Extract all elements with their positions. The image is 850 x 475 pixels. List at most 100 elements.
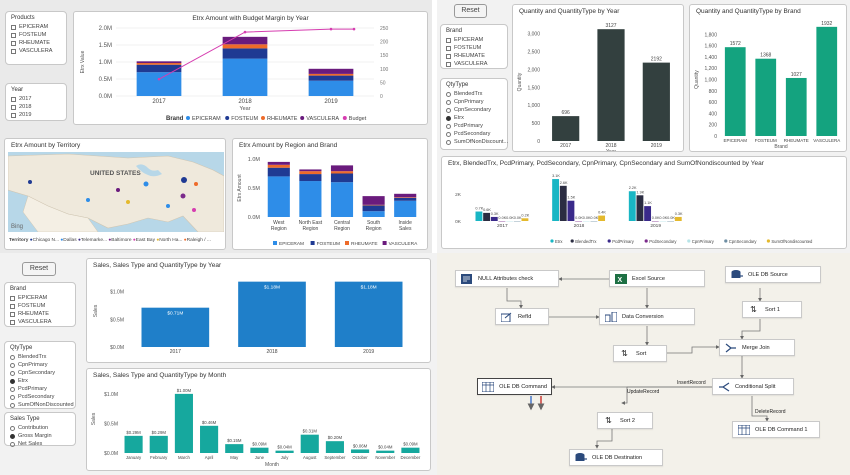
data-conversion-node[interactable]: Data Conversion: [599, 308, 695, 325]
checkbox-icon[interactable]: [446, 45, 451, 51]
checkbox-icon[interactable]: [11, 32, 16, 38]
slicer-item[interactable]: Etrx: [446, 114, 502, 122]
radio-icon[interactable]: [446, 123, 451, 129]
slicer-item[interactable]: Net Sales: [10, 440, 70, 448]
region-brand-chart-card[interactable]: Etrx Amount by Region and Brand 0.0M 0.5M…: [232, 138, 428, 250]
qtytype-slicer[interactable]: QtyType BlendedTrx CpnPrimary CpnSeconda…: [440, 78, 508, 150]
radio-icon[interactable]: [10, 354, 15, 360]
radio-icon[interactable]: [10, 370, 15, 376]
slicer-item[interactable]: VASCULERA: [446, 60, 502, 68]
slicer-item[interactable]: PcdSecondary: [446, 130, 502, 138]
connector[interactable]: [740, 319, 761, 340]
radio-selected-icon[interactable]: [446, 115, 451, 121]
slicer-item[interactable]: VASCULERA: [10, 318, 70, 326]
slicer-item[interactable]: PcdPrimary: [446, 122, 502, 130]
slicer-item-epiceram[interactable]: EPICERAM: [11, 23, 61, 31]
checkbox-icon[interactable]: [10, 303, 15, 309]
territory-marker[interactable]: [143, 181, 149, 187]
connector[interactable]: [751, 396, 769, 422]
checkbox-icon[interactable]: [10, 311, 15, 317]
sort-1-node[interactable]: ⇅ Sort 1: [742, 301, 802, 318]
territory-map-card[interactable]: Etrx Amount by Territory UNITED STATES B…: [4, 138, 226, 250]
connector[interactable]: [595, 429, 613, 449]
connector[interactable]: [621, 386, 712, 405]
slicer-item-2019[interactable]: 2019: [11, 111, 61, 119]
brand-slicer[interactable]: Brand EPICERAM FOSTEUM RHEUMATE VASCULER…: [440, 24, 508, 69]
products-slicer[interactable]: Products EPICERAM FOSTEUM RHEUMATE VASCU…: [5, 11, 67, 65]
slicer-item-2017[interactable]: 2017: [11, 95, 61, 103]
quantity-brand-card[interactable]: Quantity and QuantityType by Brand 0 200 4…: [689, 4, 847, 152]
checkbox-icon[interactable]: [11, 112, 16, 118]
connector[interactable]: [506, 288, 523, 309]
sort-2-node[interactable]: ⇅ Sort 2: [597, 412, 653, 429]
territory-marker[interactable]: [194, 182, 198, 186]
radio-icon[interactable]: [10, 441, 15, 447]
sort-node[interactable]: ⇅ Sort: [613, 345, 667, 362]
null-attributes-check-node[interactable]: NULL Attributes check: [455, 270, 559, 287]
radio-icon[interactable]: [446, 99, 451, 105]
us-map[interactable]: UNITED STATES Bing: [8, 152, 224, 232]
checkbox-icon[interactable]: [11, 104, 16, 110]
checkbox-icon[interactable]: [446, 37, 451, 43]
slicer-item[interactable]: Etrx: [10, 377, 70, 385]
merge-join-node[interactable]: Merge Join: [719, 339, 795, 356]
etrx-budget-chart-card[interactable]: Etrx Amount with Budget Margin by Year 0…: [73, 11, 428, 125]
reset-button[interactable]: Reset: [454, 4, 487, 18]
slicer-item[interactable]: EPICERAM: [10, 294, 70, 302]
slicer-item[interactable]: FOSTEUM: [446, 44, 502, 52]
oledb-destination-node[interactable]: OLE DB Destination: [569, 449, 663, 466]
territory-marker[interactable]: [86, 198, 90, 202]
radio-icon[interactable]: [10, 425, 15, 431]
slicer-item[interactable]: BlendedTrx: [10, 353, 70, 361]
quantity-year-card[interactable]: Quantity and QuantityType by Year 0 500 1,…: [512, 4, 684, 152]
checkbox-icon[interactable]: [11, 40, 16, 46]
sales-month-card[interactable]: Sales, Sales Type and QuantityType by Mo…: [86, 368, 431, 471]
radio-icon[interactable]: [10, 362, 15, 368]
slicer-item[interactable]: RHEUMATE: [446, 52, 502, 60]
sales-year-card[interactable]: Sales, Sales Type and QuantityType by Ye…: [86, 258, 431, 363]
checkbox-icon[interactable]: [446, 61, 451, 67]
slicer-item[interactable]: FOSTEUM: [10, 302, 70, 310]
oledb-source-node[interactable]: OLE DB Source: [725, 266, 821, 283]
excel-source-node[interactable]: X Excel Source: [609, 270, 705, 287]
checkbox-icon[interactable]: [11, 48, 16, 54]
slicer-item[interactable]: BlendedTrx: [446, 90, 502, 98]
connector[interactable]: [667, 345, 720, 354]
slicer-item[interactable]: CpnPrimary: [446, 98, 502, 106]
brand-slicer[interactable]: Brand EPICERAM FOSTEUM RHEUMATE VASCULER…: [4, 282, 76, 327]
radio-icon[interactable]: [446, 139, 451, 145]
qtytype-slicer[interactable]: QtyType BlendedTrx CpnPrimary CpnSeconda…: [4, 341, 76, 409]
territory-marker[interactable]: [181, 177, 187, 183]
checkbox-icon[interactable]: [10, 295, 15, 301]
radio-selected-icon[interactable]: [10, 433, 15, 439]
oledb-command-node[interactable]: OLE DB Command: [477, 378, 552, 395]
slicer-item[interactable]: CpnPrimary: [10, 361, 70, 369]
radio-icon[interactable]: [10, 394, 15, 400]
etrx-multi-card[interactable]: Etrx, BlendedTrx, PcdPrimary, PcdSeconda…: [441, 156, 847, 249]
slicer-item[interactable]: PcdPrimary: [10, 385, 70, 393]
conditional-split-node[interactable]: Conditional Split: [712, 378, 794, 395]
radio-icon[interactable]: [10, 386, 15, 392]
slicer-item[interactable]: CpnSecondary: [10, 369, 70, 377]
slicer-item-vasculera[interactable]: VASCULERA: [11, 47, 61, 55]
sales-type-slicer[interactable]: Sales Type Contribution Gross Margin Net…: [4, 412, 76, 448]
territory-marker[interactable]: [180, 193, 186, 199]
checkbox-icon[interactable]: [10, 319, 15, 325]
checkbox-icon[interactable]: [446, 53, 451, 59]
radio-icon[interactable]: [10, 402, 15, 408]
slicer-item[interactable]: RHEUMATE: [10, 310, 70, 318]
territory-marker[interactable]: [116, 188, 120, 192]
oledb-command-1-node[interactable]: OLE DB Command 1: [732, 421, 820, 438]
radio-icon[interactable]: [446, 91, 451, 97]
slicer-item[interactable]: EPICERAM: [446, 36, 502, 44]
checkbox-icon[interactable]: [11, 96, 16, 102]
slicer-item[interactable]: SumOfNonDiscount...: [446, 138, 508, 146]
slicer-item[interactable]: PcdSecondary: [10, 393, 70, 401]
refid-node[interactable]: RefId: [495, 308, 549, 325]
slicer-item[interactable]: SumOfNonDiscounted: [10, 401, 74, 409]
slicer-item-rheumate[interactable]: RHEUMATE: [11, 39, 61, 47]
territory-marker[interactable]: [192, 208, 196, 212]
slicer-item[interactable]: Contribution: [10, 424, 70, 432]
radio-selected-icon[interactable]: [10, 378, 15, 384]
territory-marker[interactable]: [166, 204, 170, 208]
